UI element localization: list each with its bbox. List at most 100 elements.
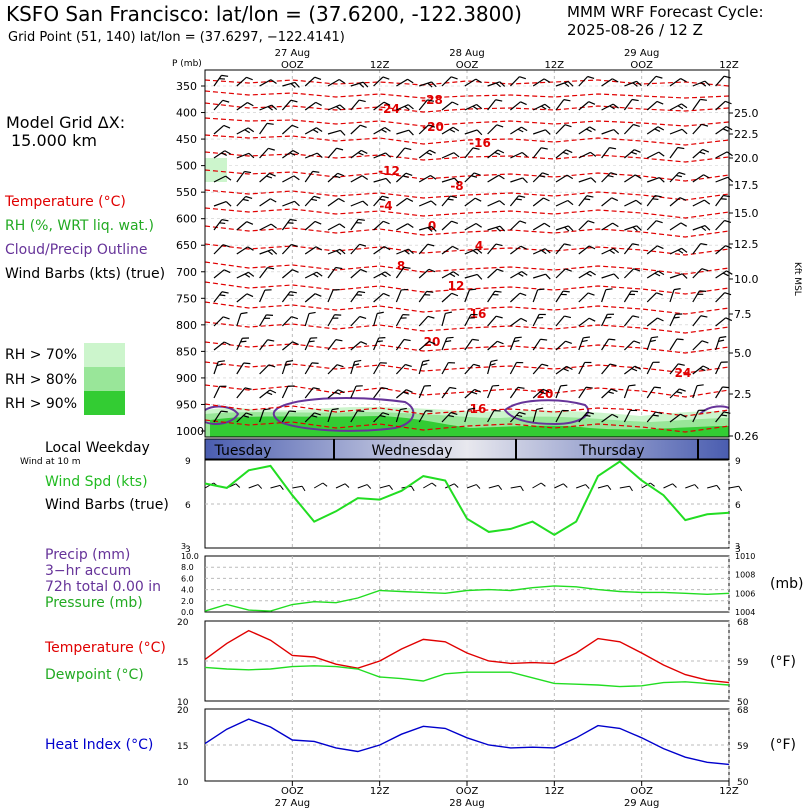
- wind-barb-staff: [487, 149, 499, 159]
- wind-barb: [213, 269, 231, 279]
- wind-barb-flag: [633, 340, 641, 344]
- wind-barb-flag: [406, 389, 413, 393]
- wind-barb-staff: [373, 412, 384, 423]
- height-tick-label: 20.0: [734, 152, 759, 165]
- wind-barb-flag: [652, 198, 659, 201]
- wind-barb-staff: [464, 147, 474, 159]
- wind-barb-staff: [464, 197, 476, 207]
- wind-barb-staff: [646, 270, 659, 279]
- wind-barb: [601, 388, 618, 399]
- surface-barb-staff: [444, 483, 455, 489]
- wind-barb-staff: [236, 127, 249, 135]
- wind-barb-staff: [350, 243, 360, 255]
- wind-barb-flag: [242, 337, 250, 339]
- wind-barb: [623, 290, 639, 303]
- wind-barb-staff: [419, 81, 432, 87]
- wind-barb: [715, 386, 730, 399]
- wind-barb-staff: [373, 76, 384, 87]
- wind-barb-flag: [681, 247, 688, 253]
- wind-barb-flag: [677, 105, 684, 110]
- wind-barb-staff: [236, 362, 245, 375]
- wind-barb-flag: [314, 220, 322, 225]
- wind-barb-staff: [533, 273, 546, 279]
- wind-barb-flag: [431, 226, 437, 232]
- wind-barb-staff: [555, 124, 566, 135]
- wind-barb-staff: [646, 292, 657, 303]
- wind-barb: [692, 315, 708, 327]
- wind-barb-staff: [487, 290, 496, 303]
- wind-barb-staff: [715, 151, 728, 159]
- top-time-tick: OOZ: [281, 60, 304, 71]
- wind-barb-flag: [315, 246, 323, 251]
- wind-barb-flag: [407, 104, 414, 110]
- wind-barb: [623, 409, 638, 423]
- wind-barb: [396, 129, 414, 136]
- wind-barb-flag: [633, 268, 641, 272]
- wind-barb-flag: [247, 246, 254, 251]
- wind-barb: [601, 172, 618, 183]
- isotherm-label: -28: [421, 93, 443, 107]
- wind-barb-flag: [585, 386, 593, 389]
- surface-wind-barb: [641, 482, 655, 489]
- wind-barb-flag: [289, 218, 297, 222]
- wind-barb: [669, 273, 688, 279]
- wind-barb-staff: [692, 410, 700, 423]
- wind-barb-staff: [418, 291, 428, 303]
- wind-barb-staff: [395, 339, 405, 351]
- wind-barb: [510, 245, 528, 255]
- wind-barb: [646, 270, 665, 279]
- wind-barb-staff: [601, 172, 612, 183]
- wind-barb-staff: [601, 128, 615, 135]
- wind-barb-flag: [422, 359, 430, 363]
- wind-barb-flag: [634, 365, 642, 370]
- wind-barb-staff: [259, 147, 269, 159]
- wind-barb-staff: [623, 290, 632, 303]
- surface-barb-staff: [488, 484, 499, 489]
- wind-barb: [624, 365, 642, 375]
- wind-barb-flag: [586, 195, 594, 198]
- wind-barb: [236, 312, 248, 327]
- wind-barb-staff: [578, 292, 589, 303]
- surface-barb-flag: [694, 484, 699, 489]
- wind-barb-staff: [669, 363, 679, 375]
- wind-barb-flag: [493, 410, 501, 412]
- wind-barb-flag: [567, 81, 574, 87]
- wind-barb-flag: [362, 200, 369, 207]
- wind-barb-flag: [472, 147, 480, 150]
- wind-barb-flag: [383, 246, 391, 251]
- wind-barb-flag: [360, 341, 368, 345]
- wind-barb-staff: [715, 411, 725, 423]
- local-weekday-label: Local Weekday: [45, 440, 150, 456]
- wind-barb-staff: [692, 385, 698, 399]
- weekday-label: Wednesday: [371, 443, 452, 459]
- wind-barb-staff: [555, 315, 565, 327]
- wind-barb: [555, 409, 569, 423]
- wind-barb-staff: [259, 409, 265, 423]
- wind-barb-staff: [510, 101, 521, 111]
- wind-barb-staff: [715, 337, 721, 351]
- wind-barb: [350, 81, 369, 88]
- wind-barb-flag: [225, 201, 232, 207]
- wind-barb-flag: [565, 149, 573, 154]
- bottom-time-tick: 12Z: [545, 786, 565, 797]
- wind-barb: [304, 195, 321, 207]
- wind-barb: [395, 288, 409, 303]
- wind-barb-flag: [636, 225, 642, 231]
- isotherm-label: 0: [428, 219, 436, 233]
- wind-barb-flag: [698, 409, 706, 411]
- wind-barb-flag: [677, 146, 685, 150]
- wind-barb-flag: [402, 175, 409, 179]
- wind-barb-staff: [532, 197, 544, 207]
- wind-barb: [715, 336, 727, 351]
- top-time-tick: 12Z: [545, 60, 565, 71]
- wind-barb-flag: [564, 82, 570, 88]
- wind-barb: [327, 339, 343, 351]
- isotherm-label: 16: [470, 402, 487, 416]
- wind-barb-flag: [540, 105, 547, 110]
- wind-barb-flag: [721, 414, 728, 417]
- wind-barb-flag: [357, 152, 364, 156]
- wind-barb-staff: [510, 270, 522, 279]
- wind-barb-flag: [680, 222, 687, 227]
- wind-barb-flag: [495, 226, 501, 232]
- wind-barb-flag: [657, 126, 665, 131]
